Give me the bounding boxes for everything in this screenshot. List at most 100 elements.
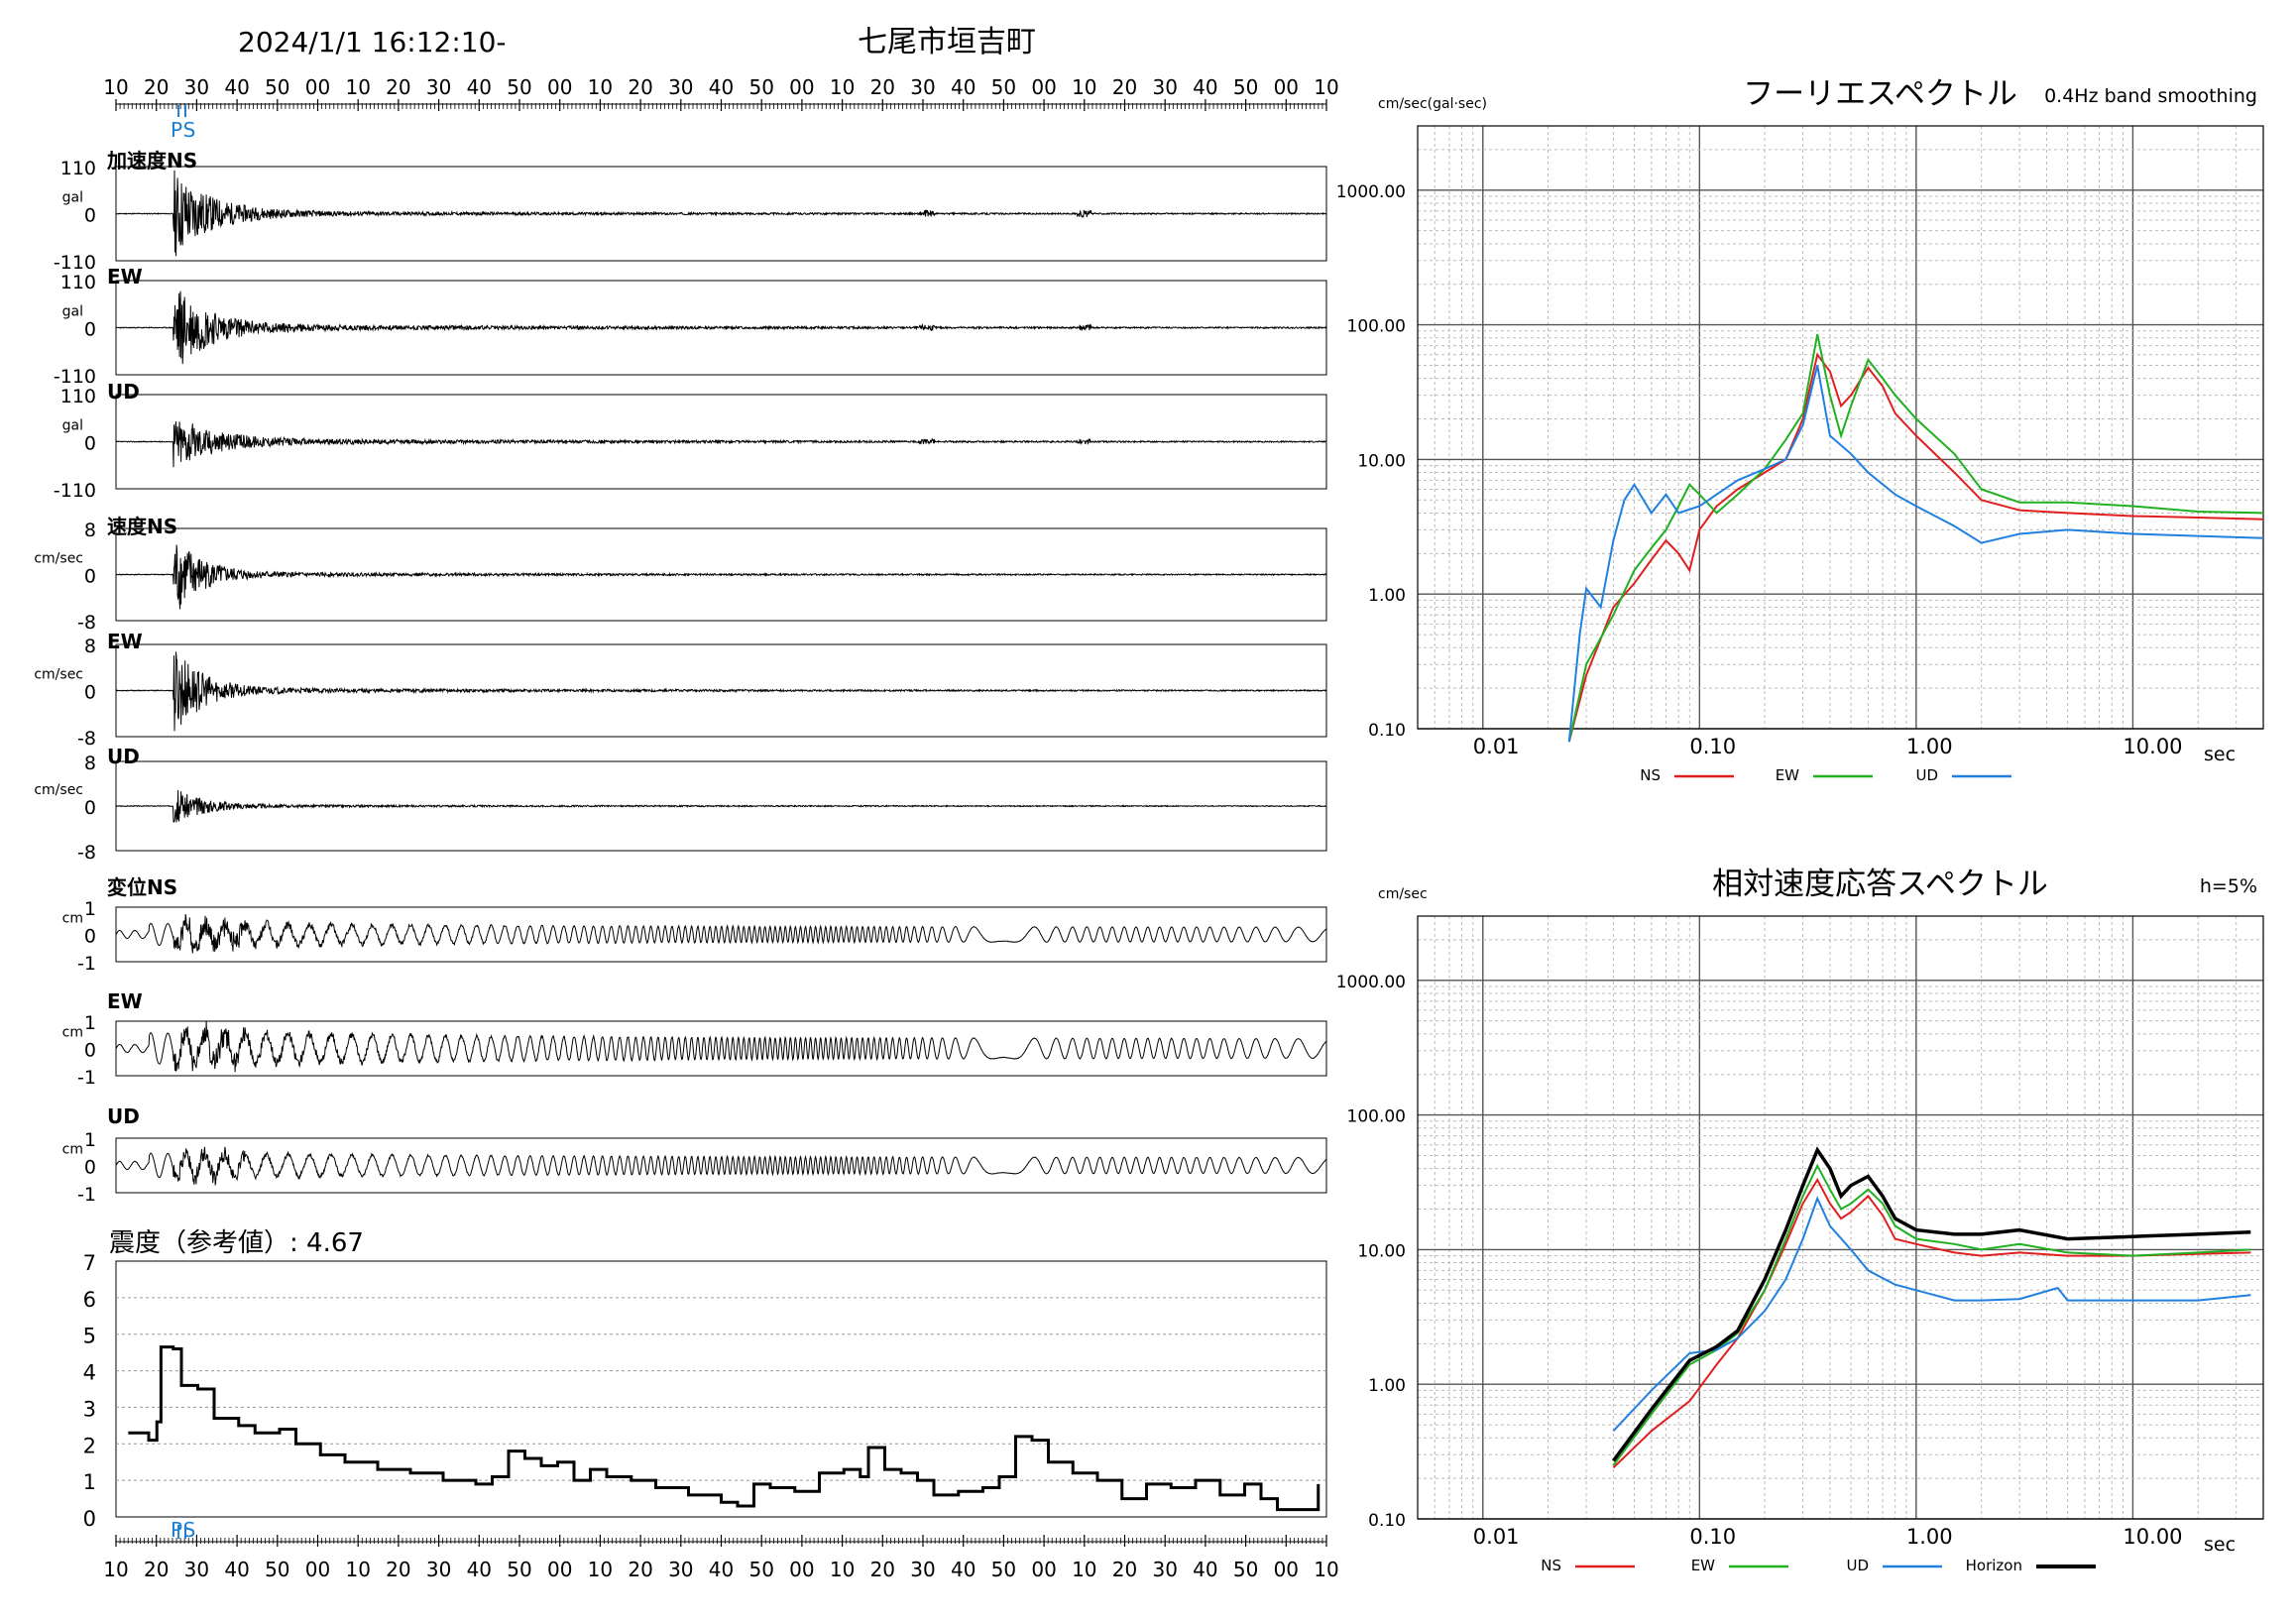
waveform-trace <box>115 544 1327 610</box>
spectrum-xtick: 10.00 <box>2123 735 2182 758</box>
waveform-ymin: -1 <box>77 1184 96 1206</box>
waveform-trace <box>115 421 1327 468</box>
bottom-tick-label: 40 <box>951 1558 976 1581</box>
waveform-panel: 速度NS 8 0 -8 cm/sec <box>34 515 1327 634</box>
legend-label: EW <box>1776 766 1799 784</box>
waveform-label: UD <box>107 380 140 404</box>
spectrum-title: フーリエスペクトル <box>1743 76 2017 112</box>
waveform-ymin: -110 <box>54 366 96 388</box>
spectrum-xunit: sec <box>2204 744 2236 765</box>
waveform-unit: gal <box>62 304 83 320</box>
waveform-unit: gal <box>62 418 83 434</box>
top-tick-label: 20 <box>1112 75 1137 99</box>
spectrum-ytick: 1.00 <box>1368 586 1406 606</box>
top-tick-label: 40 <box>224 75 249 99</box>
waveform-ymax: 1 <box>84 898 96 920</box>
spectrum-frame <box>1417 915 2264 1520</box>
spectrum-yunit: cm/sec <box>1378 886 1428 902</box>
intensity-ytick: 2 <box>83 1434 96 1457</box>
header-station: 七尾市垣吉町 <box>858 25 1036 59</box>
top-tick-label: 50 <box>1233 75 1258 99</box>
bottom-tick-label: 20 <box>870 1558 895 1581</box>
top-tick-label: 50 <box>265 75 289 99</box>
p-marker-label: P <box>171 118 182 142</box>
spectrum-ytick: 0.10 <box>1368 1511 1406 1531</box>
bottom-tick-label: 50 <box>1233 1558 1258 1581</box>
spectrum-xtick: 0.10 <box>1689 1525 1736 1549</box>
waveform-ymax: 110 <box>60 386 96 407</box>
intensity-line <box>128 1345 1320 1512</box>
waveform-label: EW <box>107 989 143 1013</box>
top-tick-label: 40 <box>709 75 734 99</box>
top-tick-label: 50 <box>991 75 1016 99</box>
top-tick-label: 20 <box>628 75 652 99</box>
top-tick-label: 10 <box>588 75 613 99</box>
bottom-tick-label: 50 <box>265 1558 289 1581</box>
spectrum-series-line <box>1611 1146 2251 1462</box>
waveform-panel: EW 110 0 -110 gal <box>54 265 1327 388</box>
waveform-trace <box>115 1021 1327 1073</box>
top-tick-label: 00 <box>789 75 814 99</box>
bottom-tick-label: 00 <box>305 1558 330 1581</box>
waveform-frame <box>115 760 1327 852</box>
spectrum-ytick: 100.00 <box>1347 317 1406 337</box>
waveform-panel: EW 8 0 -8 cm/sec <box>34 630 1327 750</box>
waveform-yzero: 0 <box>84 566 96 588</box>
top-tick-label: 10 <box>1072 75 1096 99</box>
bottom-tick-label: 20 <box>386 1558 410 1581</box>
bottom-tick-label: 50 <box>991 1558 1016 1581</box>
waveform-ymin: -8 <box>77 612 96 634</box>
spectrum-xtick: 1.00 <box>1906 735 1953 758</box>
waveform-ymax: 1 <box>84 1012 96 1034</box>
intensity-ytick: 1 <box>83 1470 96 1494</box>
bottom-tick-label: 10 <box>830 1558 855 1581</box>
bottom-tick-label: 00 <box>1274 1558 1299 1581</box>
bottom-tick-label: 10 <box>103 1558 128 1581</box>
waveform-unit: cm/sec <box>34 551 83 567</box>
bottom-tick-label: 40 <box>709 1558 734 1581</box>
spectrum-series-line <box>1567 333 2264 743</box>
waveform-panel: UD 8 0 -8 cm/sec <box>34 745 1327 864</box>
waveform-ymax: 110 <box>60 272 96 293</box>
waveform-label: 加速度NS <box>106 149 197 173</box>
bottom-tick-label: 20 <box>1112 1558 1137 1581</box>
bottom-tick-label: 40 <box>1193 1558 1217 1581</box>
intensity-title: 震度（参考値）: 4.67 <box>109 1228 364 1258</box>
waveform-frame <box>115 1137 1327 1194</box>
waveform-yzero: 0 <box>84 433 96 455</box>
waveform-panel: 加速度NS 110 0 -110 gal <box>54 149 1327 274</box>
spectrum-ytick: 0.10 <box>1368 721 1406 741</box>
waveform-unit: cm/sec <box>34 667 83 683</box>
bottom-tick-label: 20 <box>144 1558 169 1581</box>
intensity-ytick: 6 <box>83 1288 96 1312</box>
waveform-panel: UD 1 0 -1 cm <box>62 1104 1327 1206</box>
bottom-tick-label: 30 <box>184 1558 209 1581</box>
waveform-yzero: 0 <box>84 926 96 948</box>
spectrum-frame <box>1417 125 2264 730</box>
waveform-yzero: 0 <box>84 1040 96 1062</box>
top-tick-label: 10 <box>1314 75 1338 99</box>
waveform-panels: 加速度NS1100-110galEW1100-110galUD1100-110g… <box>34 149 1327 1206</box>
spectrum-series-line <box>1612 1163 2251 1466</box>
intensity-frame <box>115 1260 1327 1518</box>
intensity-ytick: 7 <box>83 1251 96 1275</box>
waveform-yzero: 0 <box>84 319 96 341</box>
spectrum-series-line <box>1567 352 2264 743</box>
bottom-tick-label: 40 <box>467 1558 492 1581</box>
bottom-tick-label: 00 <box>1031 1558 1056 1581</box>
waveform-yzero: 0 <box>84 682 96 704</box>
top-tick-label: 30 <box>426 75 451 99</box>
waveform-label: EW <box>107 630 143 653</box>
intensity-panel: 震度（参考値）: 4.67 0 1 2 3 4 5 6 7 10 20 30 40 50 00 10 20 30 4… <box>83 1228 1339 1581</box>
waveform-ymin: -8 <box>77 728 96 750</box>
waveform-ymax: 1 <box>84 1129 96 1151</box>
bottom-tick-label: 30 <box>668 1558 693 1581</box>
bottom-tick-label: 40 <box>224 1558 249 1581</box>
waveform-trace <box>115 651 1327 732</box>
spectrum-series-line <box>1567 365 2264 743</box>
waveform-ymax: 8 <box>84 753 96 774</box>
top-tick-label: 40 <box>951 75 976 99</box>
spectrum-xunit: sec <box>2204 1534 2236 1556</box>
waveform-unit: cm/sec <box>34 782 83 798</box>
waveform-label: UD <box>107 1104 140 1128</box>
